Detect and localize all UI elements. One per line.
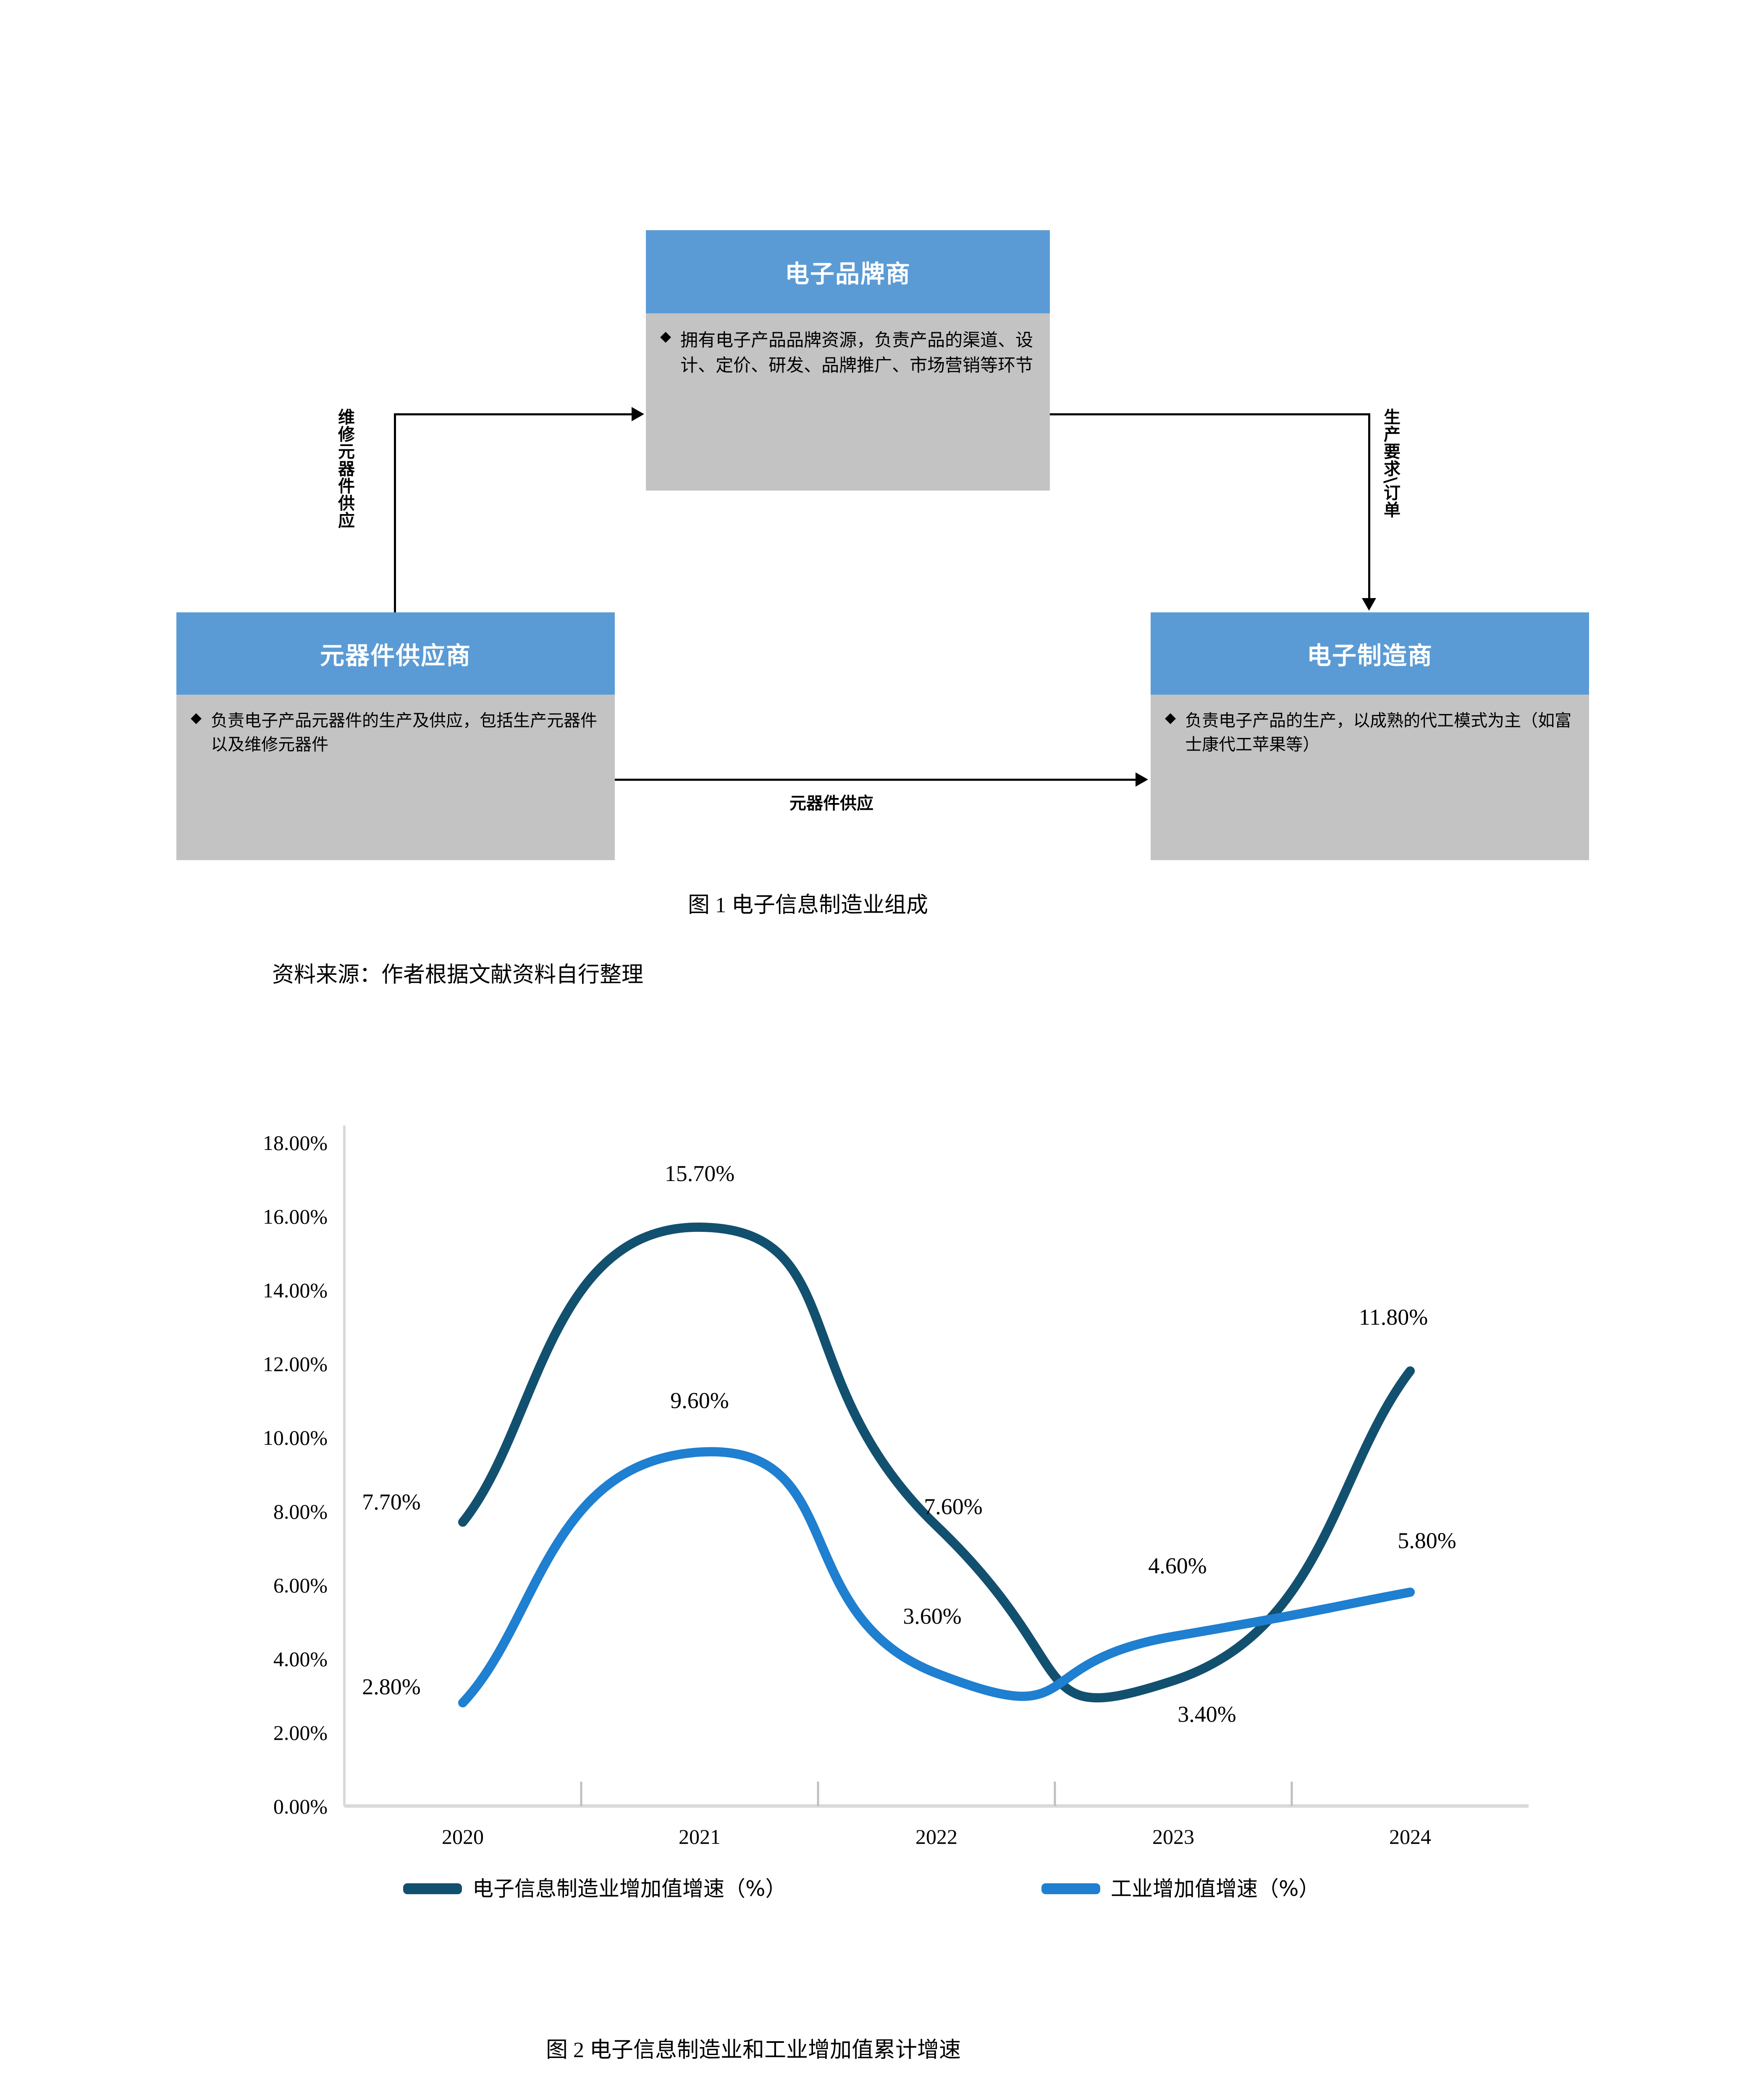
y-axis-tick-label: 6.00% [273,1573,328,1597]
node-component-supplier-text: 负责电子产品元器件的生产及供应，包括生产元器件以及维修元器件 [211,711,598,754]
figure-2-chart: 18.00% 16.00% 14.00% 12.00% 10.00% 8.00% 6.00%… [0,1092,1752,2008]
legend-swatch-1 [1041,1883,1100,1894]
series-line-0 [458,1222,1415,1703]
node-component-supplier-body: ◆ 负责电子产品元器件的生产及供应，包括生产元器件以及维修元器件 [176,695,615,757]
data-label: 7.70% [362,1489,420,1515]
y-axis-tick-label: 12.00% [263,1352,328,1376]
data-label: 5.80% [1398,1528,1456,1553]
connector-brand-to-manufacturer-horizontal [1050,413,1370,415]
data-label: 3.60% [903,1604,961,1629]
data-label: 4.60% [1148,1553,1206,1578]
edge-label-production-order: 生产要求\订单 [1381,408,1400,518]
diamond-bullet-icon: ◆ [1165,709,1176,726]
figure-1-caption: 图 1 电子信息制造业组成 [688,893,928,917]
node-electronics-manufacturer-title: 电子制造商 [1151,612,1589,695]
arrow-head-component-supply [1136,772,1148,787]
connector-supplier-to-manufacturer [615,779,1136,781]
y-axis-tick-label: 14.00% [263,1278,328,1302]
figure-2-caption: 图 2 电子信息制造业和工业增加值累计增速 [546,2038,961,2062]
y-axis-tick-label: 4.00% [273,1647,328,1671]
node-electronics-manufacturer-text: 负责电子产品的生产，以成熟的代工模式为主（如富士康代工苹果等） [1185,711,1572,754]
x-axis-tick-label: 2020 [442,1825,484,1848]
node-component-supplier-title: 元器件供应商 [176,612,615,695]
node-electronics-brand: 电子品牌商 ◆ 拥有电子产品品牌资源，负责产品的渠道、设计、定价、研发、品牌推广… [646,230,1050,491]
line-chart-canvas: 18.00% 16.00% 14.00% 12.00% 10.00% 8.00% 6.00%… [263,1126,1529,1901]
node-component-supplier: 元器件供应商 ◆ 负责电子产品元器件的生产及供应，包括生产元器件以及维修元器件 [176,612,615,860]
data-label: 2.80% [362,1674,420,1699]
connector-brand-to-manufacturer-vertical [1368,413,1370,598]
connector-supplier-to-brand-vertical [394,413,396,616]
node-electronics-brand-text: 拥有电子产品品牌资源，负责产品的渠道、设计、定价、研发、品牌推广、市场营销等环节 [680,330,1033,375]
figure-1-source: 资料来源：作者根据文献资料自行整理 [272,963,644,987]
figure-1-diagram: 维修元器件供应 生产要求\订单 元器件供应 电子品牌商 ◆ 拥有电子产品品牌资源… [0,0,1752,874]
y-axis-tick-label: 0.00% [273,1795,328,1818]
legend-swatch-0 [403,1883,462,1894]
node-electronics-manufacturer: 电子制造商 ◆ 负责电子产品的生产，以成熟的代工模式为主（如富士康代工苹果等） [1151,612,1589,860]
diamond-bullet-icon: ◆ [660,328,671,345]
x-axis-tick-label: 2021 [679,1825,721,1848]
edge-label-component-supply: 元器件供应 [789,794,873,813]
x-axis-tick-label: 2024 [1389,1825,1431,1848]
x-axis-tick-label: 2022 [915,1825,957,1848]
data-label: 9.60% [670,1388,729,1413]
node-electronics-manufacturer-body: ◆ 负责电子产品的生产，以成熟的代工模式为主（如富士康代工苹果等） [1151,695,1589,757]
x-axis-tick-label: 2023 [1152,1825,1194,1848]
y-axis-tick-label: 8.00% [273,1500,328,1523]
legend-label-0: 电子信息制造业增加值增速（%） [472,1877,787,1901]
diamond-bullet-icon: ◆ [191,709,202,726]
edge-label-repair-supply: 维修元器件供应 [335,408,354,529]
data-label: 3.40% [1178,1702,1236,1727]
y-axis-tick-label: 2.00% [273,1721,328,1744]
node-electronics-brand-title: 电子品牌商 [646,230,1050,313]
connector-supplier-to-brand-horizontal [394,413,632,415]
series-line-1 [458,1447,1415,1708]
node-electronics-brand-body: ◆ 拥有电子产品品牌资源，负责产品的渠道、设计、定价、研发、品牌推广、市场营销等… [646,313,1050,378]
data-label: 15.70% [665,1161,734,1186]
legend-label-1: 工业增加值增速（%） [1111,1877,1320,1901]
arrow-head-to-manufacturer [1362,598,1376,611]
y-axis-tick-label: 18.00% [263,1131,328,1155]
arrow-head-to-brand [632,407,644,421]
y-axis-tick-label: 10.00% [263,1426,328,1449]
data-label: 7.60% [924,1494,982,1519]
y-axis-tick-label: 16.00% [263,1205,328,1228]
data-label: 11.80% [1359,1305,1428,1330]
